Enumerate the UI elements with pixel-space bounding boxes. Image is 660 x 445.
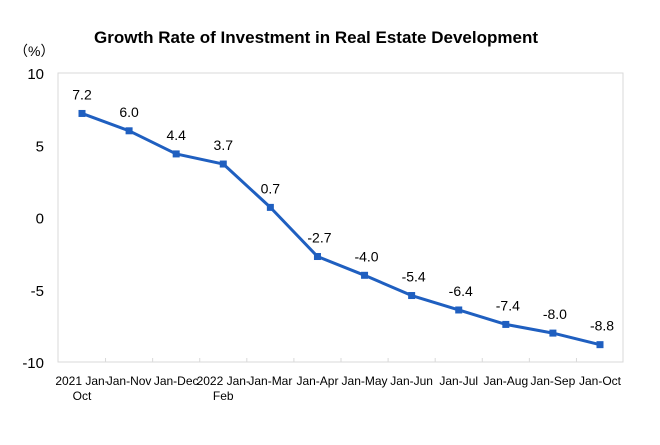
data-label: -8.0 (543, 306, 567, 322)
data-point (125, 127, 133, 135)
data-point (549, 329, 557, 337)
x-tick-label: Jan-May (342, 374, 388, 388)
data-point (219, 160, 227, 168)
data-label: 6.0 (119, 104, 139, 120)
y-tick-label: -10 (22, 355, 44, 372)
x-tick-label: 2022 Jan-Feb (197, 374, 250, 403)
data-label: -7.4 (496, 297, 520, 313)
y-tick-label: 0 (36, 211, 44, 228)
data-point (455, 306, 463, 314)
data-point (408, 292, 416, 300)
x-tick-label: Jan-Aug (483, 374, 528, 388)
data-label: 3.7 (214, 137, 234, 153)
x-tick-label: Jan-Apr (296, 374, 338, 388)
y-axis-unit-label: （%） (14, 43, 54, 59)
data-label: 7.2 (72, 86, 92, 102)
data-label: -4.0 (354, 248, 378, 264)
x-tick-label: Jan-Mar (248, 374, 292, 388)
x-tick-label: Jan-Oct (579, 374, 622, 388)
data-point (172, 150, 180, 158)
x-tick-label: 2021 Jan-Oct (55, 374, 108, 403)
y-tick-label: 5 (36, 138, 44, 155)
data-point (78, 109, 86, 117)
data-label: 4.4 (166, 127, 186, 143)
data-label: -2.7 (307, 230, 331, 246)
chart-title: Growth Rate of Investment in Real Estate… (94, 28, 538, 47)
x-tick-label: Jan-Jun (390, 374, 433, 388)
data-label: -5.4 (402, 269, 426, 285)
data-point (313, 253, 321, 261)
x-tick-label: Jan-Nov (107, 374, 152, 388)
x-tick-label: Jan-Dec (154, 374, 199, 388)
plot-area (57, 72, 624, 363)
data-label: 0.7 (261, 180, 281, 196)
x-tick-label: Jan-Jul (439, 374, 478, 388)
data-point (596, 341, 604, 349)
data-point (361, 271, 369, 279)
x-tick-label: Jan-Sep (531, 374, 576, 388)
data-label: -6.4 (449, 283, 473, 299)
y-tick-label: 10 (27, 66, 44, 83)
series-line (81, 112, 601, 347)
data-point (502, 320, 510, 328)
data-point (266, 203, 274, 211)
data-label: -8.8 (590, 318, 614, 334)
y-tick-label: -5 (31, 283, 44, 300)
